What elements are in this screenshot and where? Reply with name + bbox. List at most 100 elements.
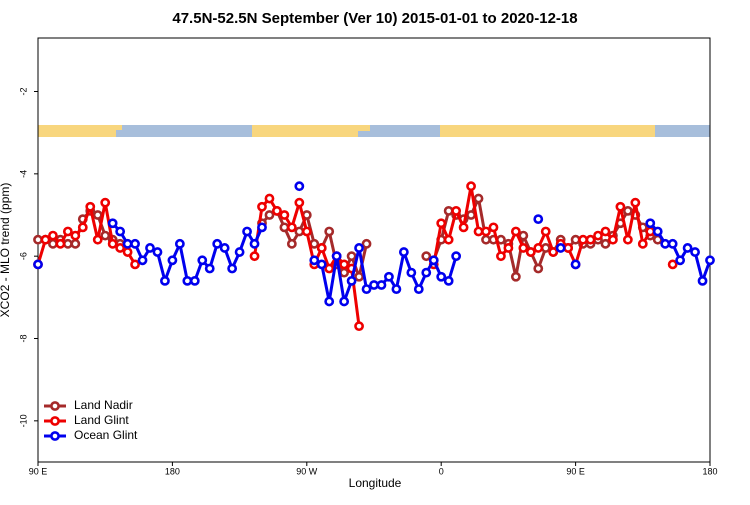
x-tick-label: 90 W	[296, 466, 318, 476]
legend-item: Land Nadir	[44, 398, 133, 412]
data-point	[324, 296, 335, 307]
data-point	[174, 238, 185, 249]
data-point	[346, 251, 357, 262]
data-point	[585, 234, 596, 245]
data-point	[339, 259, 350, 270]
data-point	[85, 201, 96, 212]
data-point	[525, 247, 536, 257]
x-axis-label: Longitude	[349, 476, 402, 490]
data-point	[488, 222, 499, 233]
x-tick-label: 180	[702, 466, 717, 476]
x-tick-label: 0	[439, 466, 444, 476]
data-point	[413, 284, 424, 295]
data-point	[130, 238, 140, 249]
legend-label: Ocean Glint	[74, 428, 138, 442]
data-point	[316, 243, 327, 253]
data-point	[189, 275, 200, 286]
data-point	[279, 210, 290, 220]
data-point	[600, 238, 611, 249]
y-tick-label: -2	[18, 88, 28, 96]
legend-label: Land Nadir	[74, 398, 133, 412]
data-point	[309, 238, 320, 249]
data-point	[115, 226, 126, 237]
data-point	[107, 238, 118, 249]
data-point	[578, 234, 588, 245]
data-point	[294, 181, 305, 192]
y-tick-label: -8	[18, 334, 28, 342]
data-point	[406, 267, 417, 278]
data-point	[518, 230, 529, 241]
data-point	[62, 238, 73, 249]
data-point	[48, 238, 58, 249]
data-point	[458, 222, 469, 233]
data-point	[496, 251, 506, 262]
data-point	[242, 226, 252, 237]
data-point	[637, 238, 648, 249]
data-point	[115, 243, 126, 253]
data-point	[645, 218, 656, 229]
data-point	[660, 238, 671, 249]
data-point	[369, 280, 379, 290]
data-point	[92, 234, 103, 245]
data-point	[473, 193, 484, 204]
data-point	[682, 243, 693, 253]
data-point	[503, 243, 514, 253]
data-point	[675, 255, 686, 266]
data-point	[630, 197, 641, 208]
data-point	[339, 267, 350, 278]
data-point	[600, 226, 611, 237]
data-point	[160, 275, 170, 286]
legend-marker	[50, 401, 60, 411]
data-point	[264, 193, 275, 204]
data-point	[130, 259, 140, 270]
legend-label: Land Glint	[74, 413, 129, 427]
data-point	[331, 251, 342, 262]
data-point	[645, 226, 656, 237]
data-point	[540, 226, 551, 237]
data-point	[197, 255, 208, 266]
data-point	[354, 271, 364, 282]
data-point	[443, 205, 454, 216]
data-point	[301, 210, 312, 220]
data-point	[436, 218, 447, 229]
data-point	[346, 275, 357, 286]
data-point	[309, 255, 320, 266]
data-point	[182, 275, 193, 286]
data-point	[540, 243, 551, 253]
x-tick-label: 90 E	[29, 466, 48, 476]
data-point	[301, 226, 312, 237]
data-point	[152, 247, 163, 257]
data-point	[219, 243, 230, 253]
data-point	[510, 271, 521, 282]
data-point	[428, 255, 439, 266]
legend-marker	[50, 431, 60, 441]
data-point	[272, 205, 282, 216]
legend-item: Ocean Glint	[44, 428, 138, 442]
data-point	[234, 247, 245, 257]
data-point	[421, 251, 432, 262]
y-tick-label: -4	[18, 170, 28, 178]
data-point	[690, 247, 700, 257]
data-point	[33, 234, 43, 245]
data-point	[204, 263, 215, 274]
data-point	[361, 284, 372, 295]
data-point	[548, 247, 559, 257]
legend-item: Land Glint	[44, 413, 129, 427]
data-point	[533, 263, 544, 274]
data-point	[48, 230, 58, 241]
data-point	[481, 226, 491, 237]
data-point	[294, 226, 305, 237]
data-point	[279, 222, 290, 233]
data-point	[593, 230, 603, 241]
data-point	[361, 238, 372, 249]
legend-marker	[50, 416, 60, 426]
data-point	[391, 284, 402, 295]
data-point	[496, 234, 506, 245]
data-point	[608, 234, 618, 245]
map-strip	[38, 125, 710, 137]
data-point	[324, 226, 335, 237]
data-point	[533, 243, 544, 253]
data-point	[652, 226, 663, 237]
data-point	[466, 181, 476, 192]
